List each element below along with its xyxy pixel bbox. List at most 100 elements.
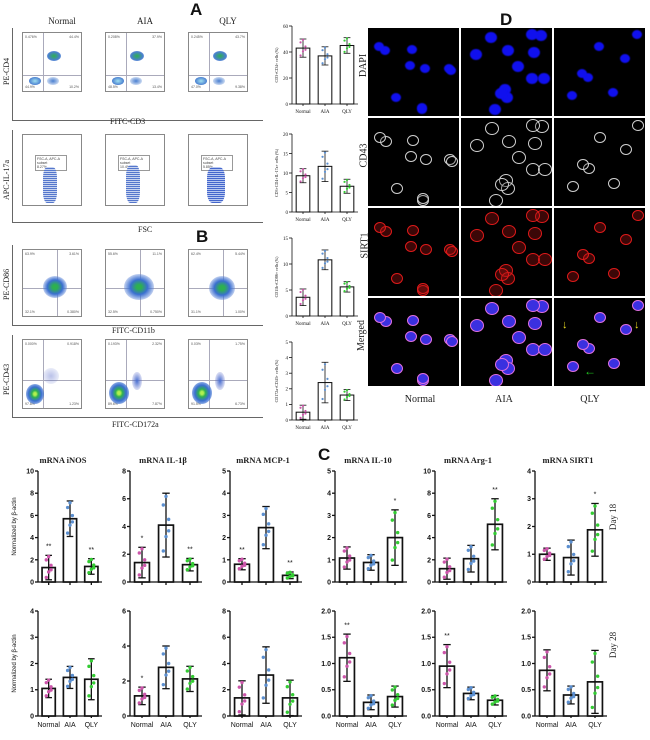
if-cell-cd43-qly xyxy=(554,118,645,206)
if-cell-dapi-normal xyxy=(368,28,459,116)
if-col-label-qly: QLY xyxy=(580,394,600,405)
svg-text:Normal: Normal xyxy=(336,722,359,729)
svg-text:AIA: AIA xyxy=(321,426,330,431)
if-grid: ↓ ↓ ← xyxy=(368,28,646,386)
flow-col-title-qly: QLY xyxy=(219,16,237,26)
svg-text:1: 1 xyxy=(222,557,226,564)
svg-text:1.5: 1.5 xyxy=(321,635,331,642)
svg-text:Normalized by β-actin: Normalized by β-actin xyxy=(12,497,18,555)
svg-text:AIA: AIA xyxy=(365,722,377,729)
svg-text:10: 10 xyxy=(283,263,289,268)
svg-text:1: 1 xyxy=(527,552,531,559)
flow-plot-il17a-normal: FSC-A, APC-A subset 8.27% xyxy=(22,134,82,206)
svg-text:*: * xyxy=(141,675,144,682)
svg-text:AIA: AIA xyxy=(321,322,330,327)
flow-plot-cd86-aia: 55.6% 11.1% 0.750% 32.5% xyxy=(105,249,165,317)
svg-text:QLY: QLY xyxy=(342,218,352,223)
svg-text:QLY: QLY xyxy=(342,322,352,327)
svg-text:20: 20 xyxy=(283,77,289,82)
svg-text:0: 0 xyxy=(122,579,126,586)
panel-letter-d: D xyxy=(500,10,513,29)
svg-text:QLY: QLY xyxy=(283,722,297,729)
svg-text:4: 4 xyxy=(222,661,226,668)
svg-text:AIA: AIA xyxy=(260,722,272,729)
svg-text:Normal: Normal xyxy=(295,322,311,327)
flow-row-cd11b-cd86 xyxy=(12,245,263,326)
svg-text:1: 1 xyxy=(327,557,331,564)
flow-ylabel-cd43: PE-CD43 xyxy=(2,363,11,395)
svg-text:2: 2 xyxy=(427,557,431,564)
svg-text:Normal: Normal xyxy=(231,722,254,729)
svg-text:0.5: 0.5 xyxy=(321,687,331,694)
flow-plot-cd86-normal: 63.9% 3.61% 0.380% 32.1% xyxy=(22,249,82,317)
svg-text:**: ** xyxy=(89,547,95,554)
svg-text:**: ** xyxy=(239,547,245,554)
mrna-chart-title: mRNA SIRT1 xyxy=(542,455,594,465)
flow-plot-il17a-qly: FSC-A, APC-A subset 5.85% xyxy=(188,134,248,206)
svg-text:8: 8 xyxy=(30,491,34,498)
svg-text:4: 4 xyxy=(427,535,431,542)
svg-text:0: 0 xyxy=(286,103,289,108)
svg-text:0: 0 xyxy=(222,713,226,720)
svg-text:4: 4 xyxy=(30,608,34,615)
svg-text:4: 4 xyxy=(222,491,226,498)
svg-text:4: 4 xyxy=(527,468,531,475)
svg-text:0: 0 xyxy=(222,579,226,586)
svg-text:1.0: 1.0 xyxy=(521,661,531,668)
svg-text:6: 6 xyxy=(122,608,126,615)
svg-text:Normal: Normal xyxy=(295,218,311,223)
if-cell-cd43-aia xyxy=(461,118,552,206)
svg-text:QLY: QLY xyxy=(388,722,402,729)
svg-text:Normal: Normal xyxy=(131,722,154,729)
svg-text:2: 2 xyxy=(30,661,34,668)
svg-text:0: 0 xyxy=(427,579,431,586)
flow-xlabel-cd172a: FITC-CD172a xyxy=(112,420,159,429)
if-cell-sirt1-normal xyxy=(368,208,459,296)
if-cell-dapi-aia xyxy=(461,28,552,116)
svg-text:*: * xyxy=(141,536,144,543)
svg-text:4: 4 xyxy=(122,524,126,531)
panel-letter-b: B xyxy=(196,227,209,246)
bar-chart-il17a: 0 5 10 15 20 Normal AIA QLY CD3+CD4+IL-17a+ cell… xyxy=(272,128,362,228)
svg-text:1: 1 xyxy=(286,403,289,408)
svg-text:3: 3 xyxy=(327,513,331,520)
svg-text:*: * xyxy=(594,492,597,499)
svg-text:6: 6 xyxy=(427,513,431,520)
svg-text:CD3+CD4+IL-17a+ cells (%): CD3+CD4+IL-17a+ cells (%) xyxy=(274,148,279,197)
svg-text:60: 60 xyxy=(283,25,289,30)
svg-text:AIA: AIA xyxy=(465,722,477,729)
if-row-label-merged: Merged xyxy=(355,320,367,351)
bar-chart-cd86: 0 5 10 15 Normal AIA QLY CD11b+CD86+ cells (%) xyxy=(272,232,362,332)
svg-text:QLY: QLY xyxy=(342,426,352,431)
svg-text:Normal: Normal xyxy=(295,110,311,115)
svg-text:Normalized by β-actin: Normalized by β-actin xyxy=(12,634,18,692)
svg-text:3: 3 xyxy=(222,513,226,520)
svg-text:3: 3 xyxy=(527,496,531,503)
svg-text:**: ** xyxy=(287,560,293,567)
svg-text:5: 5 xyxy=(327,468,331,475)
svg-text:5: 5 xyxy=(286,191,289,196)
arrow-icon-yellow: ↓ xyxy=(634,319,640,331)
svg-text:**: ** xyxy=(46,544,52,551)
svg-text:2: 2 xyxy=(327,535,331,542)
flow-plot-cd43-qly: 0.03% 1.75% 6.73% 91.5% xyxy=(188,339,248,409)
svg-text:20: 20 xyxy=(283,133,289,138)
svg-text:40: 40 xyxy=(283,51,289,56)
bar-chart-cd3cd4: 0 20 40 60 Normal AIA QLY CD3+CD4+ cells (%) xyxy=(272,20,362,120)
svg-text:**: ** xyxy=(492,487,498,494)
svg-text:8: 8 xyxy=(427,491,431,498)
if-cell-merged-normal xyxy=(368,298,459,386)
svg-text:2: 2 xyxy=(286,388,289,393)
day-label-28: Day 28 xyxy=(608,631,619,659)
svg-text:4: 4 xyxy=(122,643,126,650)
svg-text:0: 0 xyxy=(286,315,289,320)
svg-text:AIA: AIA xyxy=(160,722,172,729)
svg-text:1.0: 1.0 xyxy=(421,661,431,668)
svg-text:QLY: QLY xyxy=(488,722,502,729)
svg-text:4: 4 xyxy=(327,491,331,498)
arrow-icon-green: ← xyxy=(584,364,596,378)
svg-text:5: 5 xyxy=(286,289,289,294)
flow-ylabel-cd86: PE-CD86 xyxy=(2,268,11,300)
svg-text:**: ** xyxy=(344,622,350,629)
svg-text:15: 15 xyxy=(283,237,289,242)
